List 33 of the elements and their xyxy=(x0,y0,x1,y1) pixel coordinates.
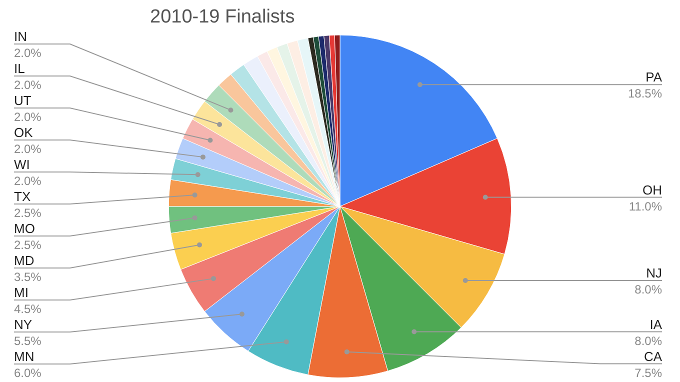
slice-label: TX xyxy=(14,189,31,204)
slice-label: PA xyxy=(646,70,662,85)
data-label: 2.0% xyxy=(14,174,42,188)
data-label: 8.0% xyxy=(634,334,662,348)
data-label: 3.5% xyxy=(14,270,42,284)
slice-label: NJ xyxy=(646,266,662,281)
data-label: 7.5% xyxy=(634,366,662,380)
data-label: 4.5% xyxy=(14,302,42,316)
data-label: 2.0% xyxy=(14,78,42,92)
slice-label: OH xyxy=(642,182,662,198)
chart-title: 2010-19 Finalists xyxy=(150,6,295,28)
slice-label: MO xyxy=(14,221,35,236)
data-label: 5.5% xyxy=(14,334,42,348)
data-label: 2.0% xyxy=(14,110,42,124)
data-label: 18.5% xyxy=(628,86,662,101)
slice-label: UT xyxy=(14,93,32,108)
slice-label: MI xyxy=(14,285,28,300)
slice-label: CA xyxy=(644,348,662,364)
data-label: 2.5% xyxy=(14,206,42,220)
slice-label: NY xyxy=(14,317,32,332)
slice-label: IL xyxy=(14,61,25,76)
data-label: 2.0% xyxy=(14,46,42,60)
slice-label: WI xyxy=(14,157,30,172)
slice-label: MD xyxy=(14,253,34,268)
data-label: 8.0% xyxy=(634,282,662,297)
data-label: 6.0% xyxy=(14,366,42,380)
slice-label: IA xyxy=(650,316,662,332)
slice-label: IN xyxy=(14,29,27,44)
data-label: 2.5% xyxy=(14,238,42,252)
data-label: 2.0% xyxy=(14,142,42,156)
slice-label: OK xyxy=(14,125,34,140)
data-label: 11.0% xyxy=(628,199,662,214)
slice-label: MN xyxy=(14,349,34,364)
